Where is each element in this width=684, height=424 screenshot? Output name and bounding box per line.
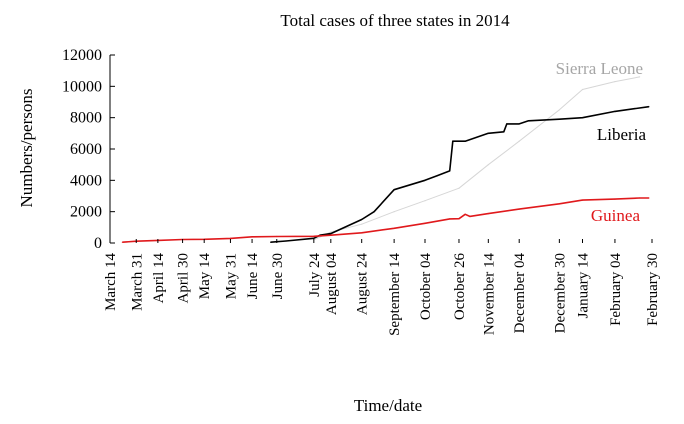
y-tick-label: 8000 <box>70 110 102 127</box>
data-point-liberia <box>373 211 375 213</box>
data-point-liberia <box>361 218 363 221</box>
data-point-sierra-leone <box>361 223 363 225</box>
data-point-guinea <box>639 197 641 199</box>
data-point-sierra-leone <box>458 187 460 189</box>
data-point-sierra-leone <box>558 109 561 111</box>
data-point-liberia <box>527 120 530 122</box>
data-point-guinea <box>276 235 278 238</box>
x-tick-label: August 04 <box>324 253 340 316</box>
data-point-sierra-leone <box>393 211 395 213</box>
y-tick-label: 4000 <box>70 172 102 189</box>
x-tick-label: April 14 <box>151 253 167 304</box>
x-tick-label: May 14 <box>197 253 213 300</box>
data-point-guinea <box>424 222 426 224</box>
x-tick-label: September 14 <box>387 253 403 336</box>
series-line-guinea <box>122 197 649 243</box>
data-point-liberia <box>506 123 508 125</box>
data-point-sierra-leone <box>487 164 489 166</box>
chart-title: Total cases of three states in 2014 <box>280 11 510 30</box>
plot-area: Guinea Liberia Sierra Leone <box>121 59 650 243</box>
data-point-liberia <box>487 132 489 134</box>
series-label-liberia: Liberia <box>597 125 647 144</box>
data-point-guinea <box>518 208 520 210</box>
data-point-guinea <box>121 241 123 243</box>
x-tick-label: December 04 <box>512 253 528 334</box>
data-point-guinea <box>313 235 315 237</box>
x-tick-label: March 14 <box>103 253 119 311</box>
x-tick-label: October 04 <box>418 253 434 321</box>
data-point-guinea <box>251 236 253 238</box>
data-point-liberia <box>518 123 520 125</box>
data-point-liberia <box>503 131 505 133</box>
data-point-liberia <box>393 189 395 191</box>
data-point-guinea <box>361 232 363 234</box>
x-tick-label: February 30 <box>645 253 661 326</box>
data-point-liberia <box>285 240 287 242</box>
data-point-liberia <box>270 241 272 243</box>
x-tick-label: April 30 <box>176 253 192 303</box>
y-tick-label: 6000 <box>70 141 102 158</box>
x-tick-label: December 30 <box>552 253 568 333</box>
data-point-liberia <box>464 140 466 142</box>
x-tick-label: October 26 <box>452 253 468 321</box>
x-tick-label: August 24 <box>355 253 371 316</box>
data-point-guinea <box>558 203 561 205</box>
data-point-liberia <box>449 170 451 172</box>
data-point-liberia <box>330 233 332 235</box>
data-point-guinea <box>464 213 466 215</box>
x-axis-title: Time/date <box>354 396 422 415</box>
x-tick-label: June 30 <box>270 253 286 299</box>
data-point-guinea <box>229 237 231 239</box>
data-point-guinea <box>614 198 616 200</box>
data-point-sierra-leone <box>518 140 520 142</box>
data-point-liberia <box>614 110 616 112</box>
data-point-guinea <box>581 199 584 201</box>
data-point-liberia <box>313 237 315 239</box>
data-point-liberia <box>452 140 454 142</box>
data-point-liberia <box>436 175 438 177</box>
data-point-guinea <box>487 213 489 215</box>
x-tick-label: July 24 <box>307 253 323 297</box>
data-point-sierra-leone <box>614 81 616 83</box>
data-point-guinea <box>648 197 650 199</box>
y-axis-title: Numbers/persons <box>17 89 36 208</box>
data-point-sierra-leone <box>639 76 641 78</box>
x-tick-label: June 14 <box>245 253 261 300</box>
data-point-guinea <box>458 218 460 220</box>
data-point-sierra-leone <box>581 88 584 91</box>
data-point-liberia <box>424 179 426 181</box>
x-tick-label: February 04 <box>608 253 624 326</box>
x-tick-label: November 14 <box>481 253 497 336</box>
data-point-liberia <box>558 118 561 120</box>
x-tick-label: March 31 <box>129 253 145 311</box>
y-ticks: 0 2000 4000 6000 8000 10000 12000 <box>62 47 115 252</box>
y-tick-label: 12000 <box>62 47 102 64</box>
x-ticks: March 14 March 31 April 14 April 30 May 14 Ma… <box>103 239 661 336</box>
data-point-guinea <box>469 215 471 217</box>
data-point-guinea <box>330 234 332 236</box>
y-tick-label: 0 <box>94 235 102 252</box>
x-tick-label: May 31 <box>223 253 239 299</box>
data-point-sierra-leone <box>330 231 332 233</box>
data-point-guinea <box>449 218 451 220</box>
data-point-sierra-leone <box>424 200 426 202</box>
series-label-sierra-leone: Sierra Leone <box>556 59 643 78</box>
data-point-liberia <box>648 106 650 108</box>
y-tick-label: 2000 <box>70 204 102 221</box>
data-point-guinea <box>393 227 395 229</box>
series-label-guinea: Guinea <box>591 206 641 225</box>
series-line-liberia <box>270 105 650 243</box>
x-tick-label: January 14 <box>576 253 592 319</box>
series-line-sierra-leone <box>313 76 640 241</box>
y-tick-label: 10000 <box>62 78 102 95</box>
data-point-liberia <box>581 117 584 119</box>
